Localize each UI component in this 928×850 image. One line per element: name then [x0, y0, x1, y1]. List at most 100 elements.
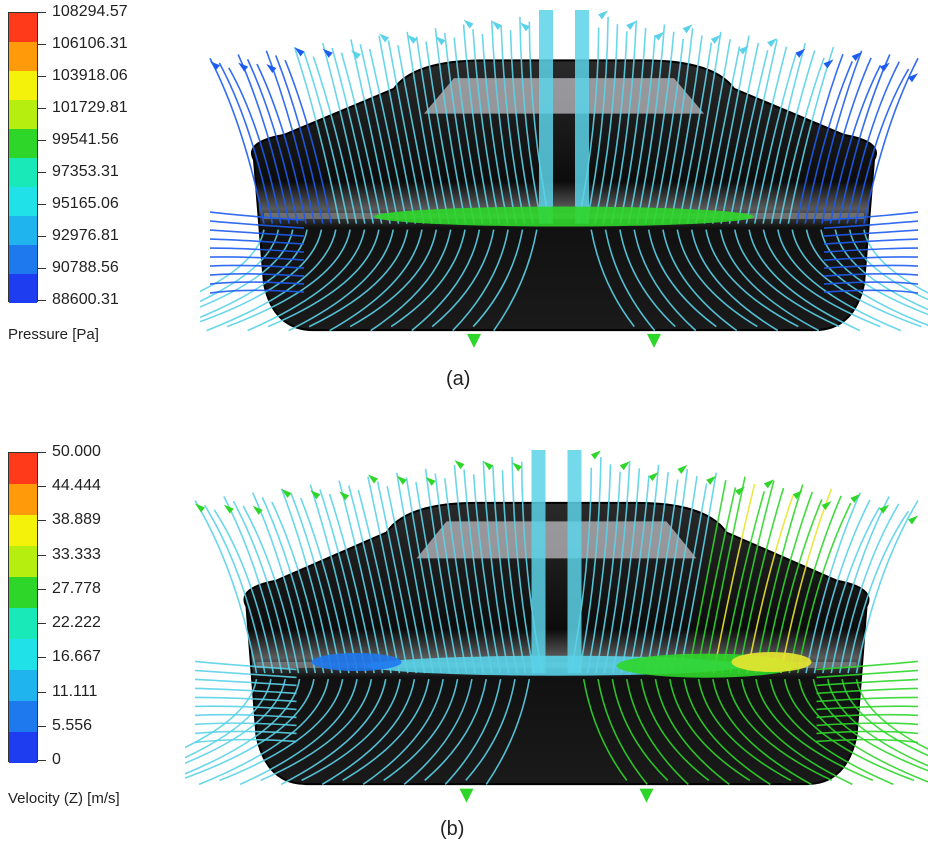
arrowhead [454, 460, 464, 469]
legend-swatch [9, 670, 37, 701]
arrowhead [483, 461, 493, 470]
pressure-legend-title: Pressure [Pa] [8, 326, 99, 343]
arrowhead [310, 490, 320, 499]
velocity-color-bar [8, 452, 38, 762]
arrowhead [492, 21, 502, 30]
legend-swatch [9, 187, 37, 216]
arrowhead [880, 63, 890, 72]
legend-value: 106106.31 [52, 35, 128, 53]
pressure-color-bar [8, 12, 38, 302]
legend-value: 33.333 [52, 546, 101, 564]
arrowhead [195, 504, 205, 513]
legend-tick [38, 657, 46, 658]
legend-value: 5.556 [52, 717, 92, 735]
wake-band-low [312, 653, 402, 671]
arrowhead [793, 490, 803, 499]
arrowhead [351, 50, 361, 59]
legend-value: 103918.06 [52, 67, 128, 85]
legend-value: 16.667 [52, 648, 101, 666]
legend-tick [38, 44, 46, 45]
legend-tick [38, 623, 46, 624]
arrowhead [626, 21, 636, 30]
legend-tick [38, 236, 46, 237]
figure-a: 108294.57 106106.31 103918.06 101729.81 9954… [0, 0, 928, 400]
arrowhead [467, 334, 481, 348]
pressure-streamline-render [200, 0, 928, 355]
legend-value: 0 [52, 751, 61, 769]
legend-swatch [9, 71, 37, 100]
legend-tick [38, 692, 46, 693]
caption-a: (a) [446, 368, 470, 391]
legend-swatch [9, 484, 37, 515]
legend-value: 99541.56 [52, 131, 119, 149]
center-stream-right [575, 10, 589, 224]
legend-value: 11.111 [52, 683, 97, 701]
rear-window [417, 521, 697, 558]
caption-b: (b) [440, 818, 464, 841]
legend-value: 44.444 [52, 477, 101, 495]
legend-swatch [9, 639, 37, 670]
legend-value: 27.778 [52, 580, 101, 598]
legend-tick [38, 108, 46, 109]
arrowhead [238, 63, 248, 72]
legend-swatch [9, 577, 37, 608]
arrowhead [323, 49, 333, 58]
velocity-legend-title: Velocity (Z) [m/s] [8, 790, 120, 807]
legend-tick [38, 452, 46, 453]
wake-band [374, 207, 754, 227]
legend-tick [38, 520, 46, 521]
legend-value: 95165.06 [52, 195, 119, 213]
arrowhead [620, 461, 630, 470]
legend-swatch [9, 546, 37, 577]
arrowhead [683, 24, 693, 33]
legend-value: 92976.81 [52, 227, 119, 245]
arrowhead [677, 465, 687, 474]
legend-swatch [9, 515, 37, 546]
streamline [195, 501, 257, 674]
arrowhead [795, 49, 805, 58]
legend-tick [38, 140, 46, 141]
legend-tick [38, 555, 46, 556]
legend-value: 101729.81 [52, 99, 128, 117]
legend-swatch [9, 129, 37, 158]
arrowhead [520, 22, 530, 31]
legend-value: 50.000 [52, 443, 101, 461]
arrowhead [460, 789, 474, 803]
center-stream-left [539, 10, 553, 224]
arrowhead [591, 450, 601, 459]
legend-tick [38, 204, 46, 205]
legend-tick [38, 589, 46, 590]
legend-swatch [9, 453, 37, 484]
rear-window [424, 78, 704, 114]
arrowhead [850, 494, 860, 503]
legend-value: 97353.31 [52, 163, 119, 181]
legend-value: 88600.31 [52, 291, 119, 309]
legend-value: 22.222 [52, 614, 101, 632]
legend-tick [38, 486, 46, 487]
arrowhead [735, 487, 745, 496]
arrowhead [640, 789, 654, 803]
velocity-streamline-render [185, 440, 928, 810]
legend-tick [38, 726, 46, 727]
center-stream-left [532, 450, 546, 673]
center-stream-right [568, 450, 582, 673]
legend-tick [38, 76, 46, 77]
legend-tick [38, 300, 46, 301]
arrowhead [647, 334, 661, 348]
legend-swatch [9, 158, 37, 187]
legend-tick [38, 172, 46, 173]
arrowhead [512, 462, 522, 471]
legend-value: 108294.57 [52, 3, 128, 21]
streamline [185, 679, 257, 780]
legend-swatch [9, 13, 37, 42]
legend-tick [38, 268, 46, 269]
legend-swatch [9, 100, 37, 129]
figure-b: 50.000 44.444 38.889 33.333 27.778 22.222 16.6… [0, 440, 928, 850]
legend-tick [38, 760, 46, 761]
legend-swatch [9, 42, 37, 71]
wake-band-high [732, 652, 812, 672]
legend-swatch [9, 732, 37, 763]
legend-value: 38.889 [52, 511, 101, 529]
legend-swatch [9, 274, 37, 303]
arrowhead [464, 20, 474, 29]
